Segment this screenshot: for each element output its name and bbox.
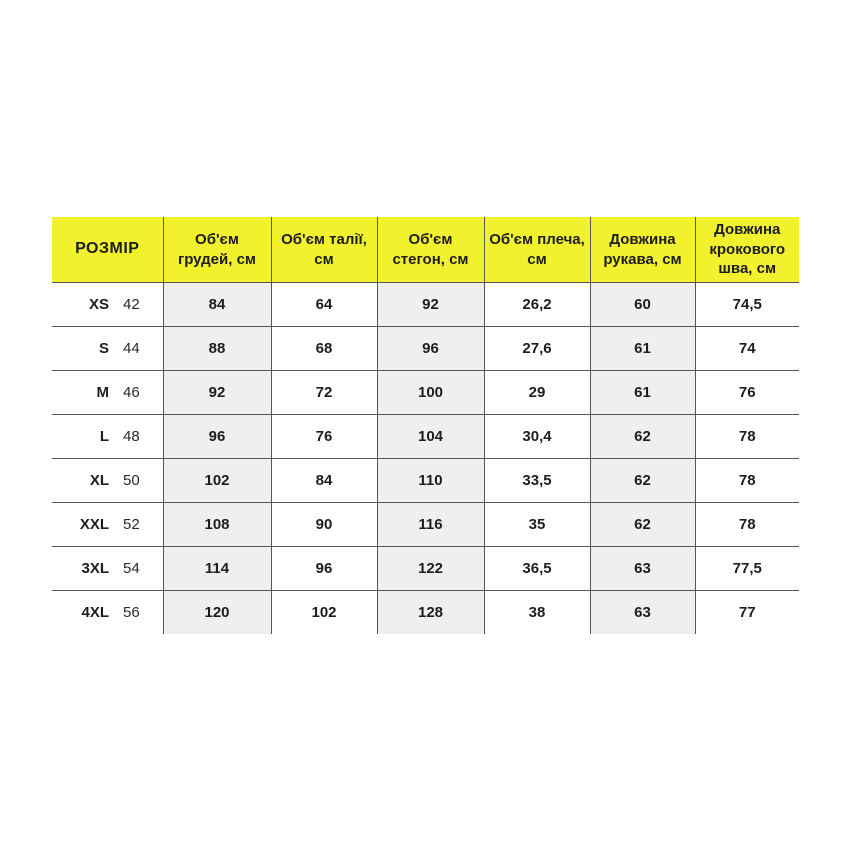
value-cell: 84 (270, 458, 377, 503)
table-body: XS 42 84 64 92 26,2 60 74,5 S 44 88 68 96 27,6 61 74 M 46… (52, 282, 799, 635)
table-row: XXL 52 108 90 116 35 62 78 (52, 502, 799, 547)
size-label: XL (89, 472, 109, 489)
value-cell: 63 (589, 590, 695, 634)
table-header: РОЗМІР Об'єм грудей, см Об'єм талії, см … (52, 217, 799, 283)
value-cell: 128 (376, 590, 484, 634)
value-cell: 96 (162, 414, 271, 459)
table-row: L 48 96 76 104 30,4 62 78 (52, 414, 799, 459)
header-size: РОЗМІР (52, 217, 163, 283)
size-number: 52 (123, 516, 140, 533)
value-cell: 27,6 (483, 326, 590, 371)
value-cell: 104 (376, 414, 484, 459)
size-label: XXL (79, 516, 109, 533)
size-cell: 3XL 54 (52, 546, 163, 591)
size-label: S (98, 340, 109, 357)
header-inseam-length: Довжина крокового шва, см (694, 217, 799, 283)
size-cell: 4XL 56 (52, 591, 163, 635)
size-cell: XL 50 (52, 458, 163, 503)
header-row: РОЗМІР Об'єм грудей, см Об'єм талії, см … (52, 217, 799, 283)
size-number: 42 (123, 296, 140, 313)
table-row: XS 42 84 64 92 26,2 60 74,5 (52, 282, 799, 327)
value-cell: 30,4 (483, 414, 590, 459)
size-number: 48 (123, 428, 140, 445)
header-shoulder: Об'єм плеча, см (483, 217, 590, 283)
value-cell: 60 (589, 282, 695, 327)
value-cell: 76 (694, 370, 799, 415)
table-row: 3XL 54 114 96 122 36,5 63 77,5 (52, 546, 799, 591)
value-cell: 64 (270, 282, 377, 327)
size-number: 46 (123, 384, 140, 401)
size-cell: XS 42 (52, 282, 163, 327)
size-label: 3XL (81, 560, 109, 577)
size-cell: L 48 (52, 414, 163, 459)
value-cell: 74,5 (694, 282, 799, 327)
size-number: 50 (123, 472, 140, 489)
value-cell: 77,5 (694, 546, 799, 591)
size-number: 54 (123, 560, 140, 577)
value-cell: 122 (376, 546, 484, 591)
value-cell: 74 (694, 326, 799, 371)
value-cell: 62 (589, 502, 695, 547)
size-label: 4XL (81, 604, 109, 621)
value-cell: 96 (376, 326, 484, 371)
value-cell: 102 (270, 590, 377, 634)
value-cell: 84 (162, 282, 271, 327)
value-cell: 77 (694, 590, 799, 634)
size-cell: M 46 (52, 370, 163, 415)
size-number: 56 (123, 604, 140, 621)
value-cell: 120 (162, 590, 271, 634)
value-cell: 76 (270, 414, 377, 459)
size-cell: S 44 (52, 326, 163, 371)
table-row: M 46 92 72 100 29 61 76 (52, 370, 799, 415)
value-cell: 100 (376, 370, 484, 415)
value-cell: 92 (162, 370, 271, 415)
header-waist: Об'єм талії, см (270, 217, 377, 283)
value-cell: 110 (376, 458, 484, 503)
value-cell: 88 (162, 326, 271, 371)
header-chest: Об'єм грудей, см (162, 217, 271, 283)
value-cell: 114 (162, 546, 271, 591)
value-cell: 68 (270, 326, 377, 371)
value-cell: 108 (162, 502, 271, 547)
size-number: 44 (123, 340, 140, 357)
table-row: XL 50 102 84 110 33,5 62 78 (52, 458, 799, 503)
size-label: L (99, 428, 109, 445)
value-cell: 90 (270, 502, 377, 547)
value-cell: 78 (694, 458, 799, 503)
value-cell: 102 (162, 458, 271, 503)
value-cell: 62 (589, 414, 695, 459)
value-cell: 63 (589, 546, 695, 591)
size-cell: XXL 52 (52, 502, 163, 547)
value-cell: 116 (376, 502, 484, 547)
value-cell: 38 (483, 590, 590, 634)
value-cell: 26,2 (483, 282, 590, 327)
value-cell: 33,5 (483, 458, 590, 503)
value-cell: 29 (483, 370, 590, 415)
value-cell: 61 (589, 326, 695, 371)
header-sleeve-length: Довжина рукава, см (589, 217, 695, 283)
value-cell: 36,5 (483, 546, 590, 591)
size-label: M (96, 384, 110, 401)
value-cell: 78 (694, 502, 799, 547)
value-cell: 78 (694, 414, 799, 459)
value-cell: 61 (589, 370, 695, 415)
size-chart-table: РОЗМІР Об'єм грудей, см Об'єм талії, см … (52, 217, 799, 634)
value-cell: 35 (483, 502, 590, 547)
value-cell: 62 (589, 458, 695, 503)
value-cell: 96 (270, 546, 377, 591)
table-row: S 44 88 68 96 27,6 61 74 (52, 326, 799, 371)
value-cell: 92 (376, 282, 484, 327)
table-row: 4XL 56 120 102 128 38 63 77 (52, 590, 799, 635)
value-cell: 72 (270, 370, 377, 415)
header-hips: Об'єм стегон, см (376, 217, 484, 283)
size-label: XS (88, 296, 109, 313)
